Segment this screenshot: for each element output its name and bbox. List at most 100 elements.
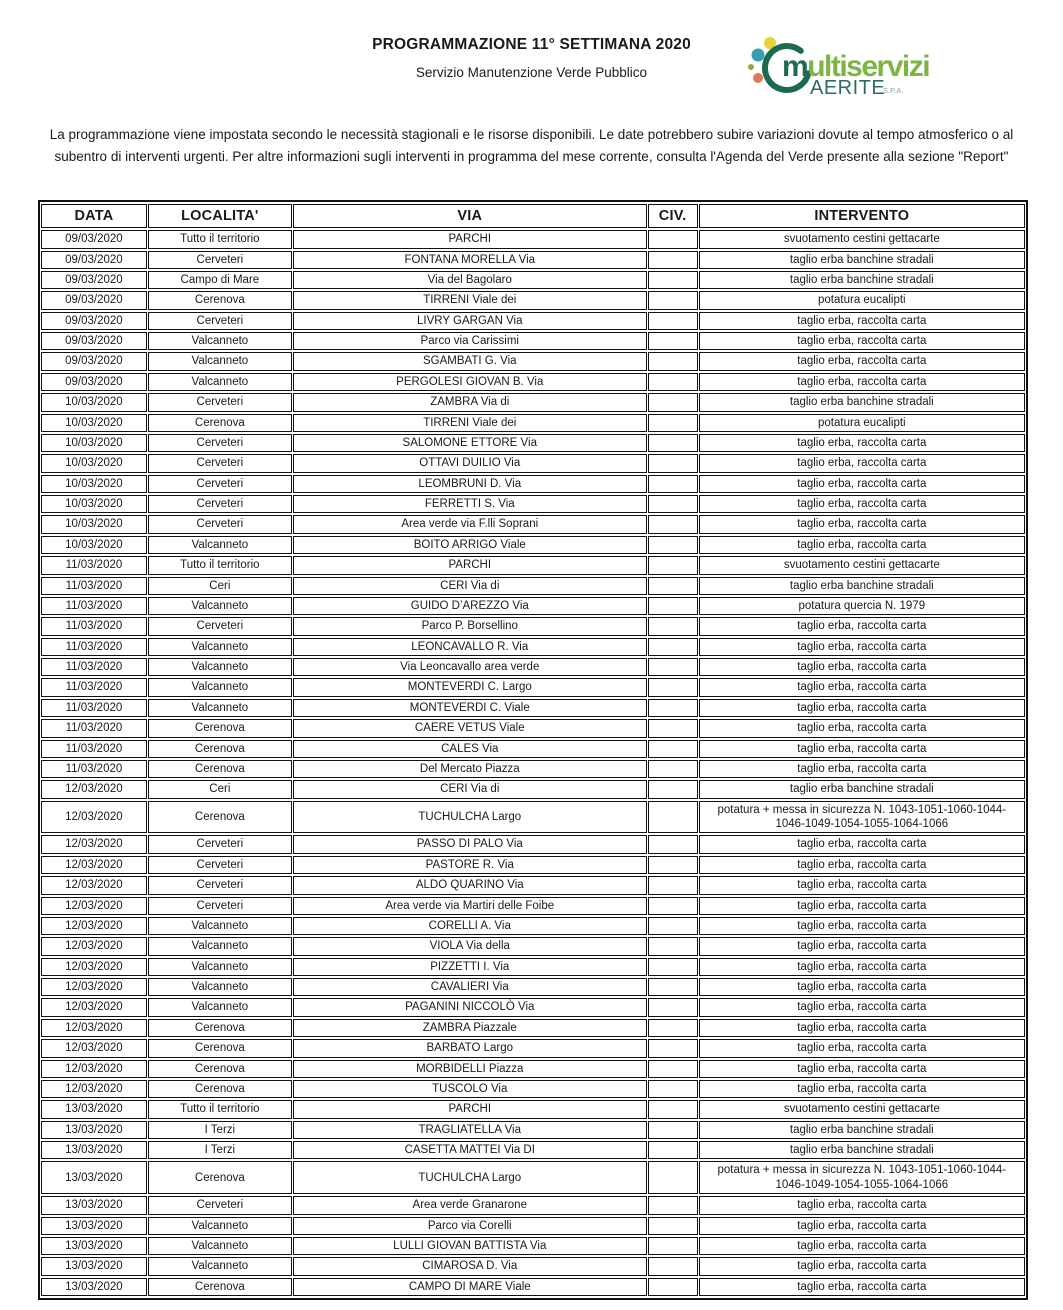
cell-localita: Valcanneto: [147, 332, 292, 351]
table-row: 12/03/2020 Valcanneto CAVALIERI Via taglio …: [41, 978, 1025, 997]
table-row: 12/03/2020 Cerveteri Area verde via Martir…: [41, 896, 1025, 915]
cell-localita: Cerenova: [147, 413, 292, 432]
cell-civ: [647, 1277, 698, 1297]
table-row: 11/03/2020 Valcanneto Via Leoncavallo area…: [41, 658, 1025, 677]
cell-intervento: taglio erba, raccolta carta: [698, 1079, 1025, 1099]
cell-data: 11/03/2020: [41, 678, 147, 697]
table-row: 09/03/2020 Cerveteri FONTANA MORELLA Via ta…: [41, 250, 1025, 269]
cell-data: 11/03/2020: [41, 637, 147, 657]
orange-dot-icon: [753, 73, 763, 83]
cell-civ: [647, 454, 698, 473]
table-row: 11/03/2020 Cerenova Del Mercato Piazza tagl…: [41, 759, 1025, 779]
table-row: 10/03/2020 Cerenova TIRRENI Viale dei potat…: [41, 413, 1025, 432]
cell-via: OTTAVI DUILIO Via: [292, 454, 647, 473]
cell-localita: Cerenova: [147, 1161, 292, 1195]
cell-intervento: taglio erba, raccolta carta: [698, 658, 1025, 677]
cell-civ: [647, 978, 698, 997]
cell-via: MONTEVERDI C. Viale: [292, 698, 647, 718]
cell-via: TRAGLIATELLA Via: [292, 1120, 647, 1140]
cell-via: MONTEVERDI C. Largo: [292, 678, 647, 697]
table-row: 11/03/2020 Valcanneto LEONCAVALLO R. Via ta…: [41, 637, 1025, 657]
cell-localita: Valcanneto: [147, 535, 292, 555]
table-row: 13/03/2020 I Terzi TRAGLIATELLA Via taglio …: [41, 1120, 1025, 1140]
cell-via: CAMPO DI MARE Viale: [292, 1277, 647, 1297]
cell-intervento: taglio erba, raccolta carta: [698, 916, 1025, 936]
intro-paragraph: La programmazione viene impostata second…: [49, 127, 1014, 164]
cell-intervento: taglio erba, raccolta carta: [698, 352, 1025, 371]
cell-intervento: taglio erba, raccolta carta: [698, 1257, 1025, 1276]
multiservizi-caerite-logo-icon: multiservizi AERITE S.P.A.: [748, 37, 931, 99]
cell-civ: [647, 937, 698, 956]
cell-via: Area verde Granarone: [292, 1196, 647, 1215]
cell-localita: Valcanneto: [147, 698, 292, 718]
cell-data: 12/03/2020: [41, 937, 147, 956]
cell-civ: [647, 719, 698, 738]
cell-intervento: taglio erba, raccolta carta: [698, 1018, 1025, 1038]
cell-localita: Cerveteri: [147, 495, 292, 514]
cell-data: 13/03/2020: [41, 1236, 147, 1256]
yellow-dot-icon: [764, 37, 776, 49]
cell-localita: Cerveteri: [147, 474, 292, 494]
cell-data: 13/03/2020: [41, 1257, 147, 1276]
cell-civ: [647, 474, 698, 494]
cell-civ: [647, 413, 698, 432]
cell-intervento: taglio erba, raccolta carta: [698, 759, 1025, 779]
cell-civ: [647, 535, 698, 555]
cell-data: 10/03/2020: [41, 433, 147, 453]
cell-civ: [647, 759, 698, 779]
cell-localita: Cerenova: [147, 291, 292, 310]
cell-intervento: potatura quercia N. 1979: [698, 596, 1025, 616]
cell-civ: [647, 855, 698, 875]
schedule-table-container: DATA LOCALITA' VIA CIV. INTERVENTO 09/03…: [38, 200, 1028, 1301]
cell-via: Area verde via Martiri delle Foibe: [292, 896, 647, 915]
cell-data: 11/03/2020: [41, 556, 147, 575]
cell-civ: [647, 678, 698, 697]
cell-civ: [647, 495, 698, 514]
cell-localita: Valcanneto: [147, 372, 292, 392]
column-header-civ: CIV.: [647, 204, 698, 229]
cell-via: CIMAROSA D. Via: [292, 1257, 647, 1276]
cell-localita: Tutto il territorio: [147, 230, 292, 249]
cell-localita: Valcanneto: [147, 1236, 292, 1256]
cell-civ: [647, 1079, 698, 1099]
cell-via: CASETTA MATTEI Via DI: [292, 1141, 647, 1160]
table-row: 12/03/2020 Cerenova MORBIDELLI Piazza tagli…: [41, 1059, 1025, 1078]
cell-data: 12/03/2020: [41, 780, 147, 799]
cell-data: 11/03/2020: [41, 759, 147, 779]
cell-data: 11/03/2020: [41, 576, 147, 595]
cell-intervento: taglio erba banchine stradali: [698, 576, 1025, 595]
cell-via: PASTORE R. Via: [292, 855, 647, 875]
cell-via: LULLI GIOVAN BATTISTA Via: [292, 1236, 647, 1256]
cell-civ: [647, 876, 698, 895]
cell-intervento: taglio erba banchine stradali: [698, 393, 1025, 412]
cell-civ: [647, 1018, 698, 1038]
cell-via: VIOLA Via della: [292, 937, 647, 956]
table-row: 10/03/2020 Cerveteri FERRETTI S. Via taglio…: [41, 495, 1025, 514]
brand-wordmark: multiservizi: [782, 50, 929, 83]
cell-intervento: taglio erba, raccolta carta: [698, 998, 1025, 1017]
cell-intervento: taglio erba, raccolta carta: [698, 1196, 1025, 1215]
cell-civ: [647, 658, 698, 677]
company-suffix: S.P.A.: [883, 86, 903, 95]
cell-intervento: taglio erba, raccolta carta: [698, 698, 1025, 718]
cell-localita: Cerenova: [147, 739, 292, 758]
table-row: 12/03/2020 Cerenova BARBATO Largo taglio er…: [41, 1039, 1025, 1058]
cell-intervento: taglio erba, raccolta carta: [698, 637, 1025, 657]
cell-data: 13/03/2020: [41, 1141, 147, 1160]
cell-civ: [647, 1120, 698, 1140]
cell-localita: Valcanneto: [147, 678, 292, 697]
schedule-table: DATA LOCALITA' VIA CIV. INTERVENTO 09/03…: [38, 200, 1028, 1301]
cell-intervento: taglio erba, raccolta carta: [698, 937, 1025, 956]
cell-intervento: taglio erba, raccolta carta: [698, 433, 1025, 453]
cell-intervento: taglio erba, raccolta carta: [698, 372, 1025, 392]
cell-via: PASSO DI PALO Via: [292, 835, 647, 854]
cell-via: FONTANA MORELLA Via: [292, 250, 647, 269]
cell-civ: [647, 896, 698, 915]
cell-localita: Valcanneto: [147, 658, 292, 677]
table-row: 12/03/2020 Cerveteri PASTORE R. Via taglio …: [41, 855, 1025, 875]
cell-data: 12/03/2020: [41, 835, 147, 854]
cell-localita: Valcanneto: [147, 596, 292, 616]
cell-intervento: potatura + messa in sicurezza N. 1043-10…: [698, 1161, 1025, 1195]
table-row: 13/03/2020 Tutto il territorio PARCHI svuot…: [41, 1100, 1025, 1119]
table-row: 12/03/2020 Ceri CERI Via di taglio erba ban…: [41, 780, 1025, 799]
